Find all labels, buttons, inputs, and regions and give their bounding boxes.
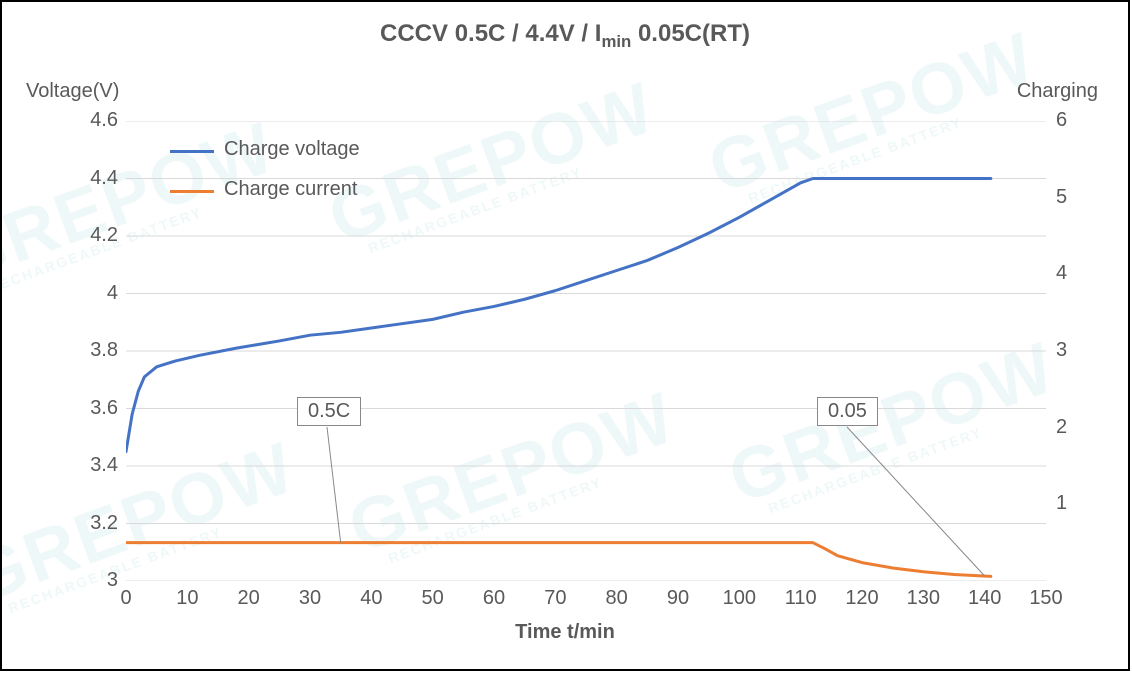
x-tick: 140 [963, 587, 1007, 610]
x-tick: 50 [411, 587, 455, 610]
chart-frame: GREPOW RECHARGEABLE BATTERY GREPOW RECHA… [0, 0, 1130, 671]
chart-title: CCCV 0.5C / 4.4V / Imin 0.05C(RT) [2, 20, 1128, 52]
y-left-tick: 4.2 [58, 224, 118, 247]
y-left-tick: 3.8 [58, 339, 118, 362]
y-right-label: Charging [1017, 80, 1098, 103]
y-left-tick: 3.4 [58, 454, 118, 477]
legend-swatch [170, 150, 214, 153]
y-right-tick: 4 [1056, 262, 1116, 285]
x-tick: 40 [349, 587, 393, 610]
x-tick: 120 [840, 587, 884, 610]
y-right-tick: 6 [1056, 109, 1116, 132]
x-tick: 0 [104, 587, 148, 610]
x-tick: 80 [595, 587, 639, 610]
x-tick: 100 [717, 587, 761, 610]
x-tick: 110 [779, 587, 823, 610]
x-tick: 70 [533, 587, 577, 610]
y-left-tick: 3.2 [58, 512, 118, 535]
legend-swatch [170, 190, 214, 193]
x-tick: 150 [1024, 587, 1068, 610]
y-left-tick: 3.6 [58, 397, 118, 420]
y-right-tick: 3 [1056, 339, 1116, 362]
x-tick: 130 [901, 587, 945, 610]
y-left-tick: 4.6 [58, 109, 118, 132]
x-tick: 30 [288, 587, 332, 610]
y-right-tick: 2 [1056, 416, 1116, 439]
callout-label: 0.05 [817, 397, 878, 426]
y-left-label: Voltage(V) [26, 80, 119, 103]
x-axis-label: Time t/min [2, 621, 1128, 644]
y-left-tick: 4 [58, 282, 118, 305]
x-tick: 20 [227, 587, 271, 610]
callout-label: 0.5C [297, 397, 361, 426]
x-tick: 10 [165, 587, 209, 610]
x-tick: 90 [656, 587, 700, 610]
legend-label: Charge current [224, 178, 357, 201]
y-left-tick: 4.4 [58, 167, 118, 190]
legend-label: Charge voltage [224, 138, 360, 161]
y-right-tick: 5 [1056, 186, 1116, 209]
x-tick: 60 [472, 587, 516, 610]
y-right-tick: 1 [1056, 492, 1116, 515]
